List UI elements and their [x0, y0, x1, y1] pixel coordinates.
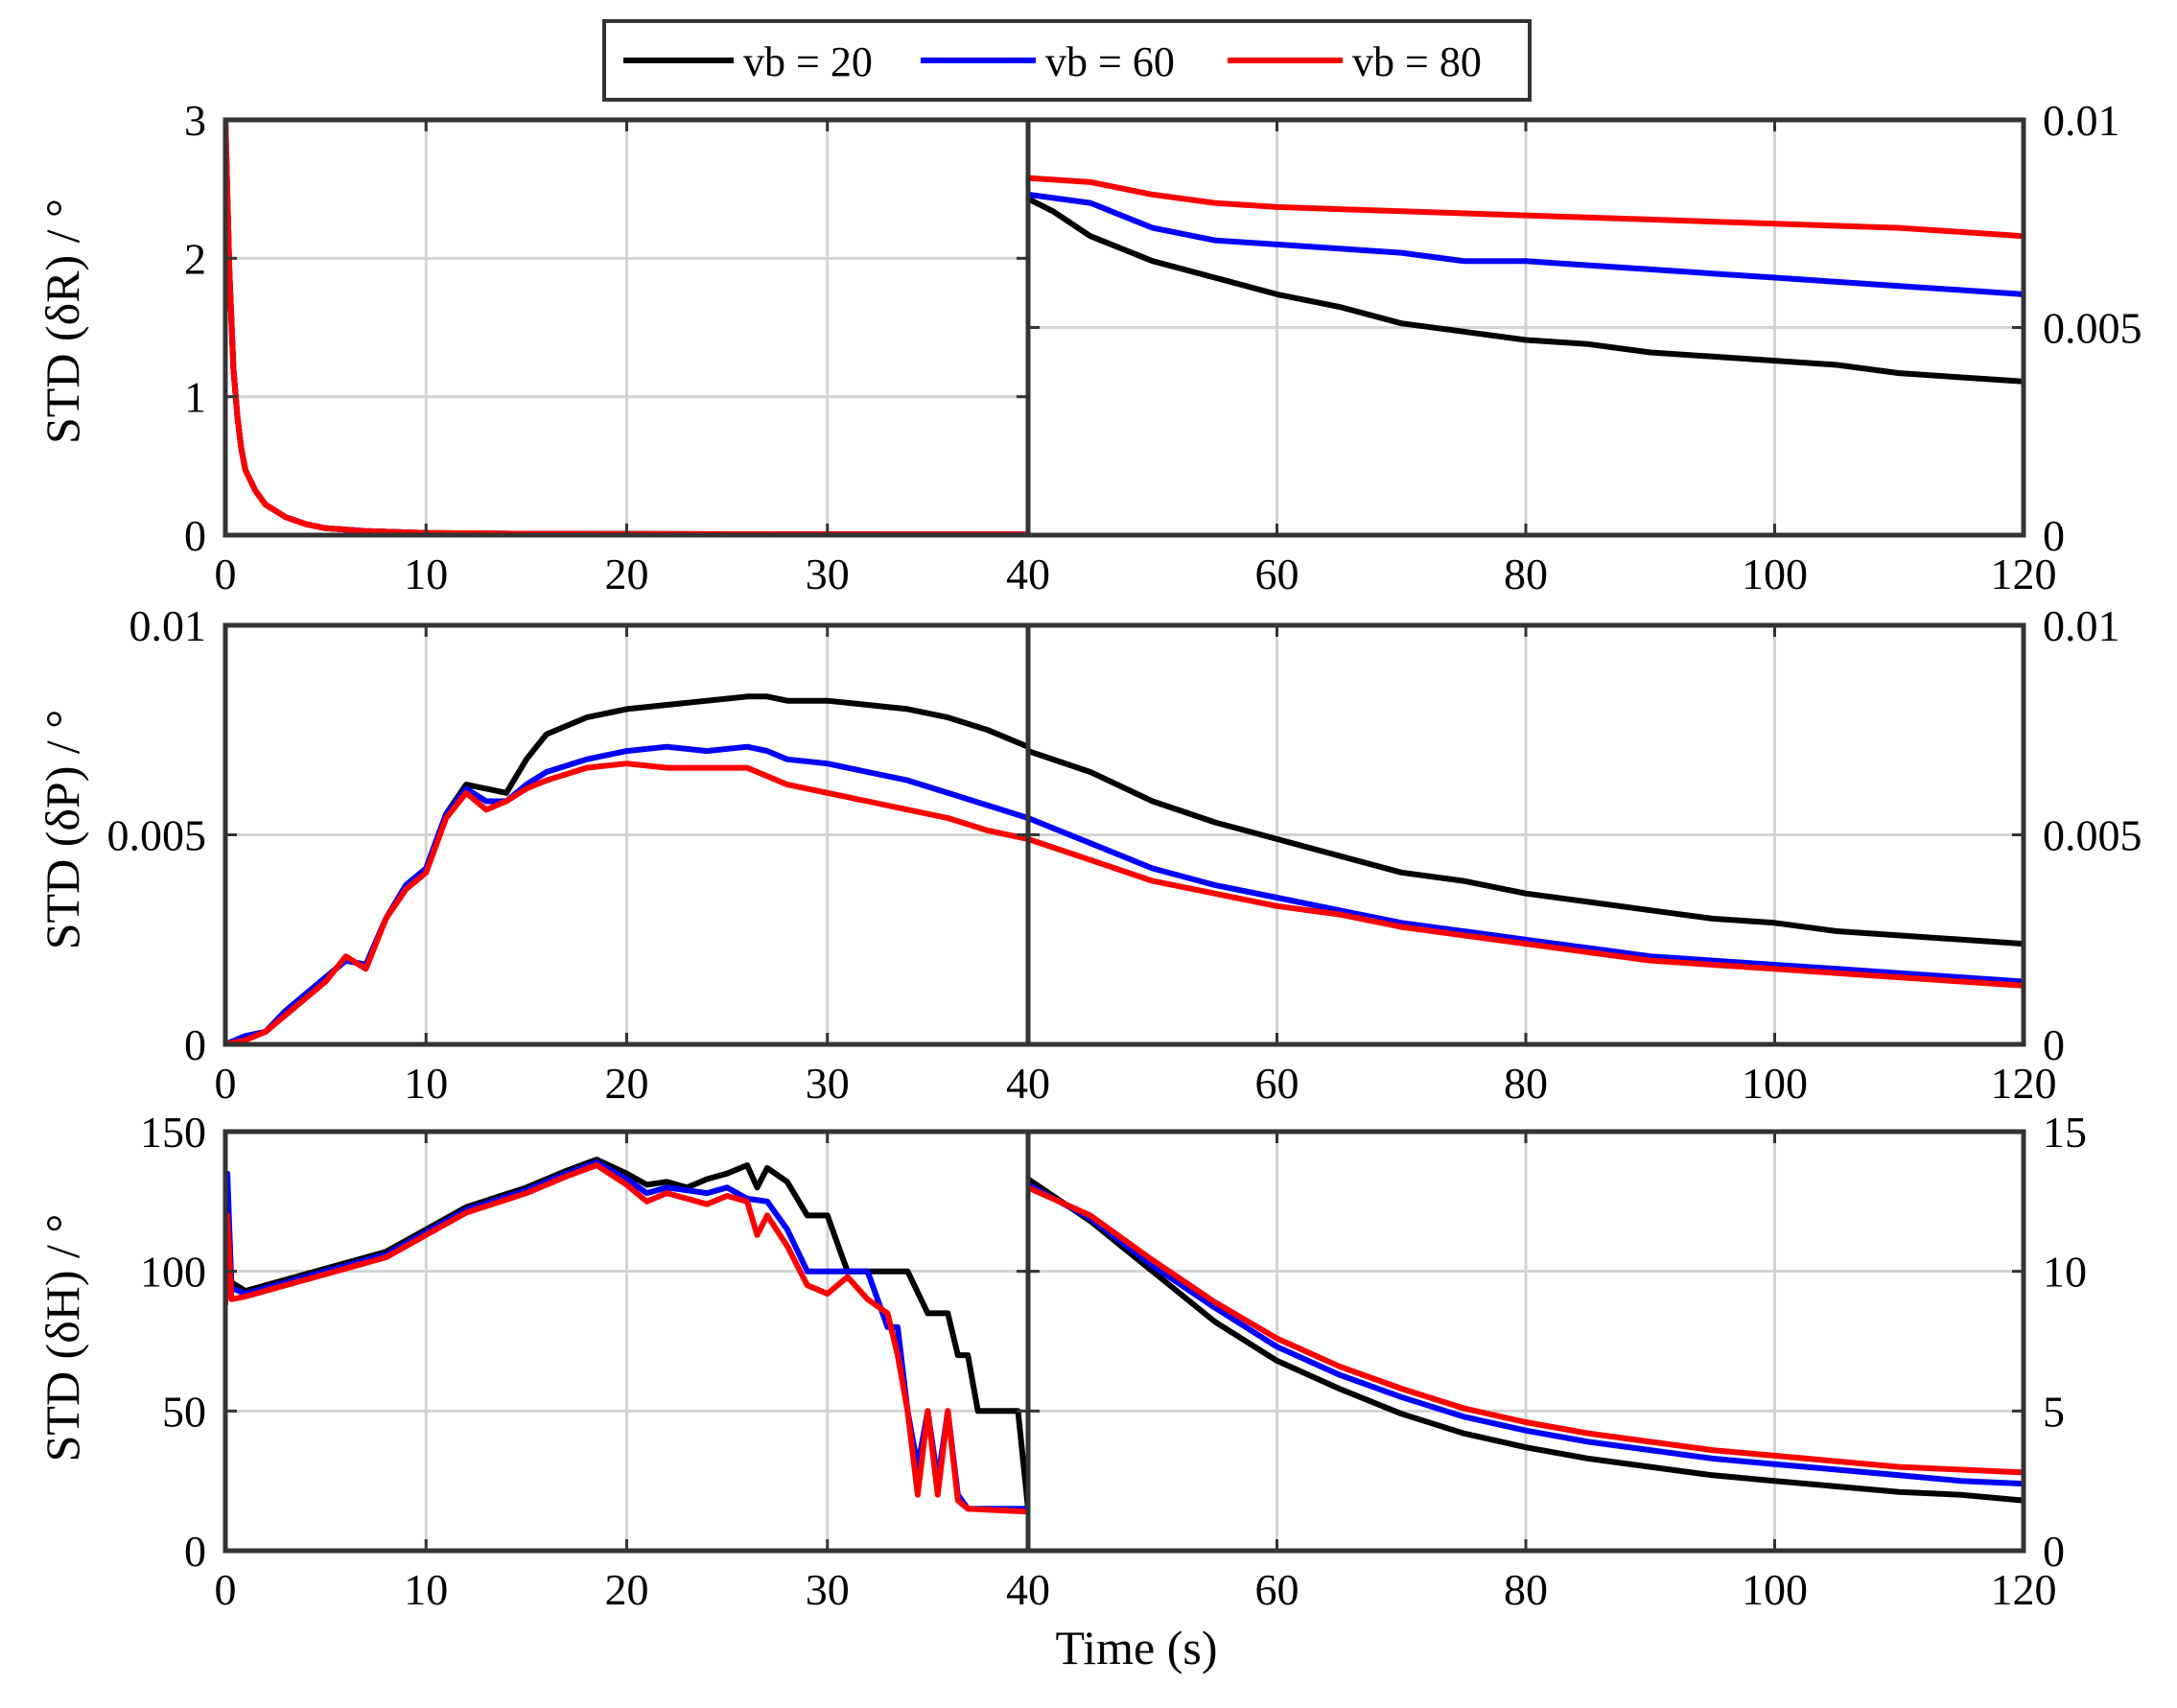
x-tick-label: 10	[404, 550, 448, 598]
x-tick-label: 0	[215, 550, 237, 598]
y-tick-label: 0	[2043, 511, 2065, 560]
x-tick-label: 60	[1255, 1059, 1299, 1108]
y-tick-label: 15	[2043, 1108, 2087, 1157]
y-tick-label: 0	[184, 1527, 206, 1576]
x-tick-label: 20	[605, 1059, 649, 1108]
legend-label-vb80: vb = 80	[1352, 38, 1482, 85]
x-tick-label: 20	[605, 1565, 649, 1614]
x-tick-label: 120	[1991, 1565, 2057, 1614]
x-tick-label: 20	[605, 550, 649, 598]
y-tick-label: 1	[184, 373, 206, 422]
series-line-vb60	[1028, 815, 2024, 985]
series-line-vb80	[1028, 836, 2024, 989]
legend: vb = 20 vb = 60 vb = 80	[602, 19, 1532, 102]
y-tick-label: 0.01	[129, 601, 207, 650]
x-tick-label: 100	[1742, 1059, 1808, 1108]
panel-roll-left: 0 10 20 30 40 0 1 2 3	[184, 96, 1050, 598]
x-axis-label: Time (s)	[1055, 1621, 1217, 1674]
y-axis-label-pitch: STD (δP) / °	[35, 710, 89, 950]
y-axis-label-heading: STD (δH) / °	[35, 1214, 89, 1462]
series-line-vb60	[1028, 191, 2024, 297]
panel-pitch-left: 0 10 20 30 40 0 0.005 0.01	[107, 601, 1051, 1108]
y-tick-label: 2	[184, 234, 206, 283]
x-tick-label: 0	[215, 1059, 237, 1108]
y-tick-label: 100	[140, 1248, 206, 1297]
y-tick-label: 0.005	[107, 811, 207, 860]
y-tick-label: 0	[2043, 1020, 2065, 1069]
x-tick-label: 100	[1742, 550, 1808, 598]
y-tick-label: 150	[140, 1108, 206, 1157]
series-line-vb20	[1028, 1177, 2024, 1504]
y-axis-label-roll: STD (δR) / °	[35, 199, 89, 444]
panel-heading-left: 0 10 20 30 40 0 50 100 150	[140, 1108, 1050, 1614]
x-tick-label: 80	[1504, 1059, 1548, 1108]
x-tick-label: 80	[1504, 1565, 1548, 1614]
x-tick-label: 40	[1006, 550, 1050, 598]
y-tick-label: 0	[184, 1020, 206, 1069]
legend-box	[602, 19, 1532, 102]
y-tick-label: 0	[184, 511, 206, 560]
x-tick-label: 60	[1255, 550, 1299, 598]
x-tick-label: 80	[1504, 550, 1548, 598]
y-tick-label: 10	[2043, 1248, 2087, 1297]
x-tick-label: 0	[215, 1565, 237, 1614]
series-line-vb80	[225, 760, 1028, 1044]
x-tick-label: 30	[806, 1565, 850, 1614]
series-line-vb20	[1028, 748, 2024, 948]
x-tick-label: 40	[1006, 1059, 1050, 1108]
y-tick-label: 0	[2043, 1527, 2065, 1576]
y-tick-label: 0.005	[2043, 304, 2142, 353]
x-tick-label: 30	[806, 1059, 850, 1108]
x-tick-label: 120	[1991, 550, 2057, 598]
y-tick-label: 3	[184, 96, 206, 145]
series-line-vb80	[225, 1162, 1028, 1515]
x-tick-label: 40	[1006, 1565, 1050, 1614]
series-line-vb60	[1028, 1182, 2024, 1487]
series-line-vb80	[1028, 1184, 2024, 1476]
x-tick-label: 10	[404, 1059, 448, 1108]
y-tick-label: 5	[2043, 1387, 2065, 1436]
x-tick-label: 100	[1742, 1565, 1808, 1614]
x-tick-label: 10	[404, 1565, 448, 1614]
y-tick-label: 50	[162, 1387, 206, 1436]
y-tick-label: 0.005	[2043, 811, 2142, 860]
legend-label-vb20: vb = 20	[743, 38, 873, 85]
legend-label-vb60: vb = 60	[1045, 38, 1175, 85]
x-tick-label: 30	[806, 550, 850, 598]
series-line-vb20	[1028, 196, 2024, 385]
x-tick-label: 120	[1991, 1059, 2057, 1108]
y-tick-label: 0.01	[2043, 96, 2120, 145]
x-tick-label: 60	[1255, 1565, 1299, 1614]
y-tick-label: 0.01	[2043, 601, 2120, 650]
series-line-vb80	[1028, 175, 2024, 240]
